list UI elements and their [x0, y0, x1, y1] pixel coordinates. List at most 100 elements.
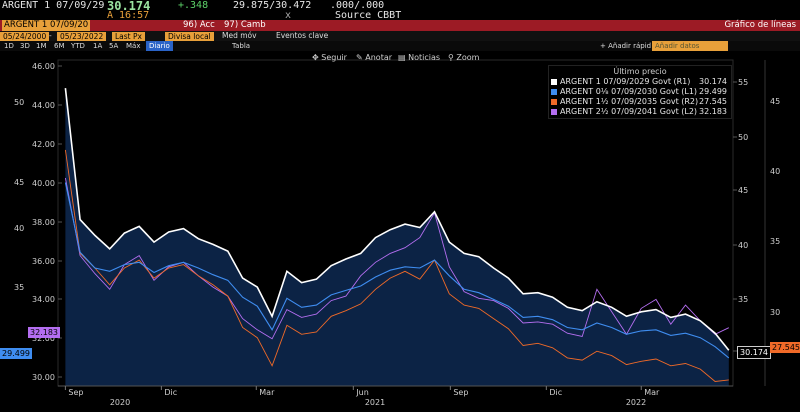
- legend-item-l1[interactable]: ARGENT 0⅛ 07/09/2030 Govt (L1) 29.499: [551, 87, 729, 97]
- right-tick-label: 50: [738, 133, 748, 142]
- x-tick-label: Sep: [453, 388, 468, 397]
- last-tag-l1: 29.499: [0, 348, 32, 359]
- right-outer-tick-label: 30: [770, 308, 780, 317]
- med-mov-toggle[interactable]: Med móv: [222, 31, 257, 40]
- legend-item-r2[interactable]: ARGENT 1½ 07/09/2035 Govt (R2) 27.545: [551, 97, 729, 107]
- right-tick-label: 55: [738, 78, 748, 87]
- eventos-toggle[interactable]: Eventos clave: [276, 31, 329, 40]
- tab-1m[interactable]: 1M: [36, 42, 47, 50]
- chart-legend: Último precio ARGENT 1 07/09/2029 Govt (…: [548, 65, 732, 119]
- field-selector[interactable]: Last Px: [112, 32, 145, 41]
- size-separator: x: [285, 10, 292, 21]
- add-data-input[interactable]: Añadir datos: [652, 41, 728, 51]
- last-tag-r1: 30.174: [737, 346, 771, 359]
- annotate-tool[interactable]: ✎ Anotar: [356, 53, 392, 62]
- legend-swatch-r1: [551, 78, 557, 85]
- series-l1-line: [64, 182, 730, 359]
- price-change: +.348: [178, 0, 209, 11]
- tab-ytd[interactable]: YTD: [71, 42, 85, 50]
- legend-value-r1: 30.174: [699, 77, 727, 86]
- x-tick-label: Sep: [68, 388, 83, 397]
- news-tool[interactable]: ▤ Noticias: [398, 53, 440, 62]
- legend-value-l1: 29.499: [699, 87, 727, 96]
- zoom-icon: ⚲: [448, 53, 457, 62]
- year-label: 2022: [626, 398, 646, 407]
- update-time: A 16:57: [107, 10, 150, 21]
- frequency-selector[interactable]: Diario: [146, 41, 173, 51]
- tab-1d[interactable]: 1D: [4, 42, 14, 50]
- right-tick-label: 45: [738, 186, 748, 195]
- follow-tool[interactable]: ✥ Seguir: [312, 53, 347, 62]
- legend-value-r2: 27.545: [699, 97, 727, 106]
- period-tabs: 1D 3D 1M 6M YTD 1A 5A Máx Diario Tabla +…: [0, 41, 800, 51]
- x-tick-label: Dic: [164, 388, 177, 397]
- legend-swatch-r2: [551, 98, 557, 105]
- tabla-button[interactable]: Tabla: [232, 42, 251, 50]
- source-label: Source CBBT: [335, 10, 402, 21]
- start-date-field[interactable]: 05/24/2000: [0, 32, 50, 41]
- quote-header: ARGENT 1 07/09/29 30.174 +.348 29.875/30…: [0, 0, 800, 21]
- left-outer-tick-label: 50: [14, 98, 24, 107]
- zoom-tool[interactable]: ⚲ Zoom: [448, 53, 479, 62]
- legend-item-r1[interactable]: ARGENT 1 07/09/2029 Govt (R1) 30.174: [551, 77, 729, 87]
- x-tick-label: Dic: [549, 388, 562, 397]
- security-box[interactable]: ARGENT 1 07/09/20: [2, 20, 91, 31]
- chart-type-title: Gráfico de líneas: [724, 20, 796, 30]
- left-tick-label: 42.00: [32, 140, 55, 149]
- ticker-label: ARGENT 1 07/09/29: [2, 0, 105, 11]
- legend-item-l2[interactable]: ARGENT 2½ 07/09/2041 Govt (L2) 32.183: [551, 107, 729, 117]
- command-bar: ARGENT 1 07/09/20 96) Acc 97) Camb Gráfi…: [0, 20, 800, 31]
- follow-icon: ✥: [312, 53, 322, 62]
- left-tick-label: 32.00: [32, 334, 55, 343]
- left-tick-label: 30.00: [32, 373, 55, 382]
- left-tick-label: 46.00: [32, 62, 55, 71]
- tab-6m[interactable]: 6M: [54, 42, 65, 50]
- legend-swatch-l2: [551, 108, 557, 115]
- year-label: 2020: [110, 398, 130, 407]
- series-r1-line: [64, 88, 730, 351]
- right-outer-tick-label: 40: [770, 167, 780, 176]
- last-tag-l2: 32.183: [28, 327, 60, 338]
- currency-selector[interactable]: Divisa local: [165, 32, 214, 41]
- left-tick-label: 40.00: [32, 179, 55, 188]
- year-label: 2021: [365, 398, 385, 407]
- legend-name-l2: ARGENT 2½ 07/09/2041 Govt (L2): [560, 107, 698, 116]
- series-r1-area: [65, 88, 729, 386]
- right-tick-label: 35: [738, 295, 748, 304]
- x-tick-label: Mar: [259, 388, 275, 397]
- tab-1a[interactable]: 1A: [93, 42, 103, 50]
- camb-button[interactable]: 97) Camb: [224, 20, 266, 30]
- bid-ask: 29.875/30.472: [233, 0, 312, 11]
- left-outer-tick-label: 35: [14, 283, 24, 292]
- add-quick-button[interactable]: + Añadir rápid: [600, 42, 652, 50]
- series-r2-line: [64, 149, 729, 382]
- left-tick-label: 36.00: [32, 257, 55, 266]
- end-date-field[interactable]: 05/23/2022: [57, 32, 107, 41]
- news-icon: ▤: [398, 53, 409, 62]
- zoom-label: Zoom: [456, 53, 480, 62]
- acc-button[interactable]: 96) Acc: [183, 20, 215, 30]
- x-tick-label: Jun: [355, 388, 369, 397]
- last-price: 30.174: [107, 0, 151, 13]
- right-tick-label: 40: [738, 241, 748, 250]
- left-tick-label: 34.00: [32, 295, 55, 304]
- last-tag-r2: 27.545: [770, 342, 800, 353]
- right-outer-tick-label: 35: [770, 237, 780, 246]
- x-tick-label: Mar: [644, 388, 660, 397]
- date-range-bar: 05/24/2000 - 05/23/2022 Last Px Divisa l…: [0, 31, 800, 41]
- legend-name-r2: ARGENT 1½ 07/09/2035 Govt (R2): [560, 97, 699, 106]
- left-outer-tick-label: 40: [14, 224, 24, 233]
- tab-5a[interactable]: 5A: [109, 42, 119, 50]
- annotate-label: Anotar: [365, 53, 393, 62]
- follow-label: Seguir: [321, 53, 347, 62]
- pencil-icon: ✎: [356, 53, 366, 62]
- right-outer-tick-label: 45: [770, 97, 780, 106]
- left-tick-label: 44.00: [32, 101, 55, 110]
- tab-3d[interactable]: 3D: [20, 42, 30, 50]
- legend-swatch-l1: [551, 88, 557, 95]
- legend-name-r1: ARGENT 1 07/09/2029 Govt (R1): [560, 77, 691, 86]
- date-dash: -: [49, 31, 52, 40]
- news-label: Noticias: [408, 53, 441, 62]
- left-tick-label: 38.00: [32, 218, 55, 227]
- tab-max[interactable]: Máx: [126, 42, 141, 50]
